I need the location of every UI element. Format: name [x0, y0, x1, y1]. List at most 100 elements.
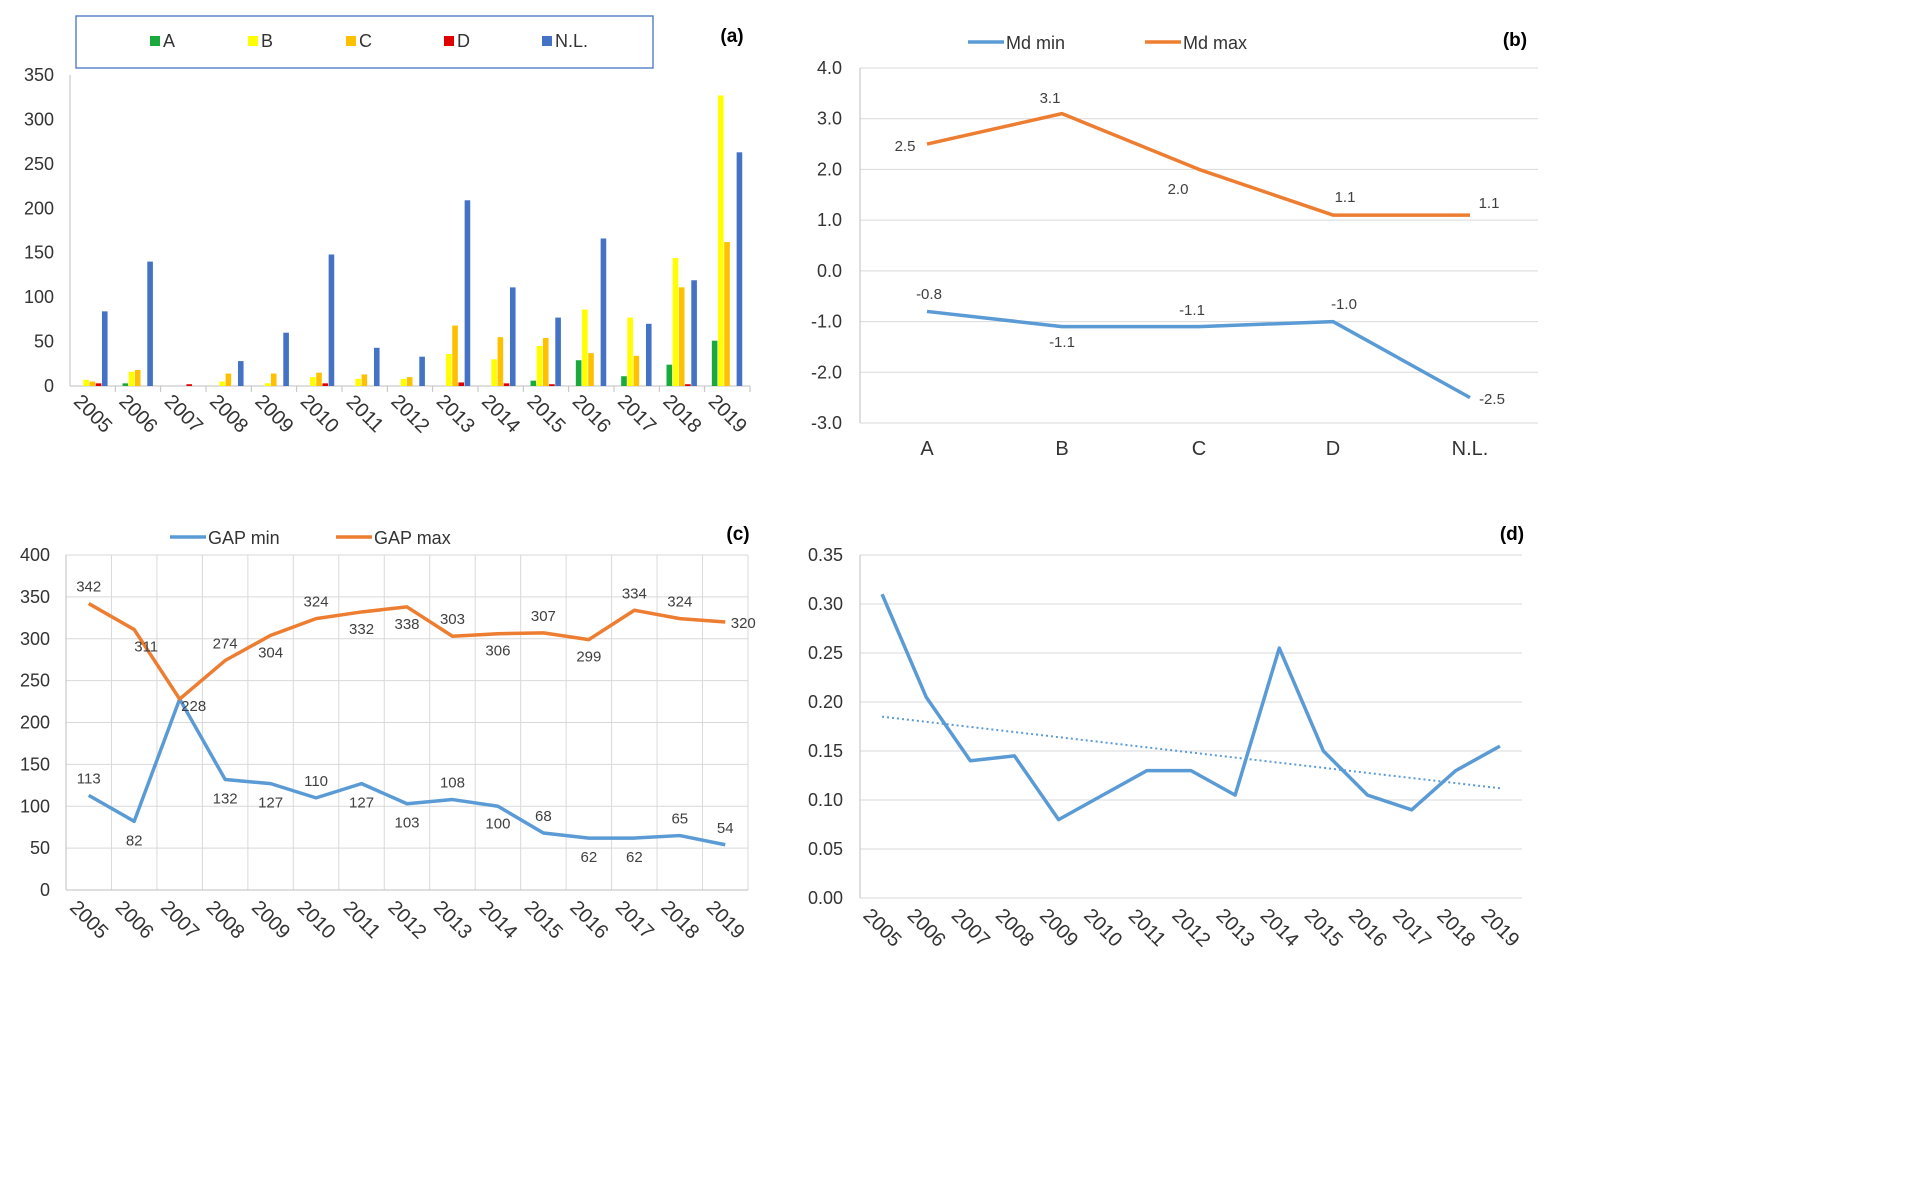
- series-line-GAP-max: [87, 602, 726, 701]
- data-label-gap-min: 132: [213, 790, 238, 807]
- bar-B: [264, 383, 271, 386]
- y-tick-label: 50: [34, 332, 54, 352]
- y-tick-label: 400: [20, 545, 50, 565]
- bar-N.L.: [283, 332, 289, 386]
- bar-N.L.: [237, 361, 244, 386]
- x-tick-label: 2014: [477, 390, 524, 437]
- y-tick-label: 300: [20, 629, 50, 649]
- bar-D: [322, 383, 329, 386]
- bar-C: [542, 338, 549, 386]
- bar-A: [530, 380, 537, 386]
- bar-B: [219, 381, 225, 386]
- bar-B: [491, 359, 497, 386]
- legend-label-N.L.: N.L.: [555, 31, 588, 51]
- x-tick-label: 2006: [111, 896, 158, 943]
- x-tick-label: 2006: [114, 390, 161, 437]
- data-label-gap-max: 342: [76, 579, 101, 596]
- x-tick-label: 2016: [568, 390, 615, 437]
- y-tick-label: 2.0: [817, 159, 842, 179]
- legend-label-C: C: [359, 31, 372, 51]
- legend-box-a: [75, 15, 654, 69]
- bar-N.L.: [101, 311, 108, 386]
- series-line-GAP-min: [87, 697, 726, 847]
- y-tick-label: 350: [20, 587, 50, 607]
- y-tick-label: 0.0: [817, 261, 842, 281]
- bar-N.L.: [736, 152, 743, 386]
- series-line-Md-max: [926, 111, 1470, 217]
- bar-B: [627, 317, 633, 386]
- x-tick-label: 2017: [611, 896, 658, 943]
- y-tick-label: 150: [24, 243, 54, 263]
- x-tick-label: 2009: [1035, 904, 1082, 951]
- bar-B: [128, 371, 135, 386]
- bar-D: [458, 382, 465, 386]
- y-tick-label: 3.0: [817, 109, 842, 129]
- data-label-gap-max: 320: [731, 615, 756, 632]
- legend-label-GAP-min: GAP min: [208, 528, 280, 548]
- x-tick-label: 2019: [702, 896, 749, 943]
- y-tick-label: 0.05: [808, 839, 843, 859]
- x-tick-label: 2014: [474, 896, 521, 943]
- bar-D: [685, 384, 691, 386]
- data-label-md-min: -1.1: [1049, 334, 1075, 351]
- y-tick-label: 100: [24, 287, 54, 307]
- y-tick-label: 200: [24, 198, 54, 218]
- series-line-Md-min: [926, 309, 1471, 400]
- y-tick-label: -3.0: [811, 413, 842, 433]
- data-label-md-max: 2.0: [1168, 181, 1189, 198]
- data-label-gap-max: 311: [134, 639, 158, 656]
- x-tick-label: 2011: [342, 391, 388, 437]
- x-tick-label: 2017: [1388, 904, 1435, 951]
- panel-label-d: (d): [1500, 524, 1524, 545]
- bar-A: [666, 364, 673, 386]
- data-label-gap-min: 108: [440, 775, 465, 792]
- legend-label-Md-max: Md max: [1183, 33, 1247, 53]
- x-tick-label: 2019: [704, 390, 751, 437]
- y-tick-label: 0: [44, 376, 54, 396]
- panel-label-b: (b): [1503, 30, 1527, 51]
- panel-label-c: (c): [726, 524, 749, 545]
- x-tick-label: 2007: [947, 904, 994, 951]
- x-tick-label: A: [920, 438, 934, 460]
- bar-N.L.: [509, 287, 516, 386]
- bar-A: [621, 376, 627, 386]
- bar-C: [678, 287, 685, 386]
- y-tick-label: -1.0: [811, 312, 842, 332]
- data-label-gap-min: 113: [77, 770, 101, 787]
- data-label-gap-min: 62: [626, 849, 643, 866]
- legend-swatch-D: [444, 36, 454, 46]
- y-tick-label: 150: [20, 754, 50, 774]
- data-label-gap-max: 324: [667, 594, 692, 611]
- legend-swatch-C: [346, 36, 356, 46]
- bar-C: [588, 353, 594, 386]
- data-label-md-min: -2.5: [1479, 391, 1505, 408]
- legend-swatch-A: [150, 36, 160, 46]
- data-label-gap-min: 54: [717, 820, 734, 837]
- y-tick-label: 4.0: [817, 58, 842, 78]
- bar-C: [89, 381, 96, 386]
- data-label-gap-min: 68: [535, 808, 552, 825]
- data-label-gap-min: 82: [126, 832, 143, 849]
- y-tick-label: 350: [24, 65, 54, 85]
- y-tick-label: 250: [24, 154, 54, 174]
- bar-C: [361, 374, 368, 386]
- trend-line-d: [881, 715, 1501, 790]
- bar-C: [724, 242, 730, 386]
- legend-label-D: D: [457, 31, 470, 51]
- bar-A: [711, 340, 718, 386]
- y-tick-label: 0.35: [808, 545, 843, 565]
- x-tick-label: 2015: [1300, 904, 1347, 951]
- y-tick-label: 0.20: [808, 692, 843, 712]
- bar-B: [672, 258, 679, 386]
- x-tick-label: 2010: [293, 896, 340, 943]
- y-tick-label: 50: [30, 838, 50, 858]
- y-tick-label: 250: [20, 671, 50, 691]
- x-tick-label: 2012: [386, 390, 433, 437]
- y-tick-label: -2.0: [811, 362, 842, 382]
- y-tick-label: 0: [40, 880, 50, 900]
- x-tick-label: 2018: [656, 896, 703, 943]
- data-label-gap-max: 324: [304, 594, 329, 611]
- bar-C: [316, 372, 322, 386]
- bar-N.L.: [645, 323, 652, 386]
